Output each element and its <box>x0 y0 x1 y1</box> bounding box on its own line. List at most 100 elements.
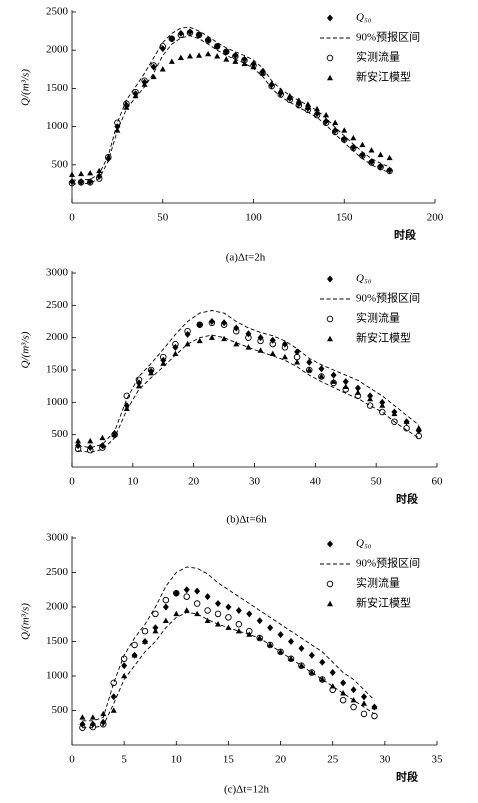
circle-point <box>208 319 216 327</box>
interval-line <box>82 566 375 722</box>
diamond-point <box>319 658 326 666</box>
legend-symbol <box>326 315 334 323</box>
y-tick-label: 500 <box>52 704 69 716</box>
circle-point <box>195 31 203 39</box>
y-tick-label: 2000 <box>46 601 69 613</box>
interval-line <box>78 334 419 453</box>
diamond-point <box>99 442 106 450</box>
triangle-point <box>327 74 333 81</box>
legend-label: 新安江模型 <box>356 70 411 84</box>
y-tick-label: 2000 <box>46 44 69 56</box>
triangle-point <box>232 58 239 64</box>
legend-label: Q₅₀ <box>356 12 372 24</box>
diamond-point <box>121 662 128 670</box>
triangle-point <box>177 54 184 61</box>
circle-point <box>120 655 128 663</box>
diamond-point <box>288 638 294 645</box>
triangle-point <box>281 353 288 360</box>
triangle-point <box>257 347 264 353</box>
triangle-point <box>308 669 315 675</box>
circle-point <box>183 593 190 600</box>
triangle-point <box>330 378 337 384</box>
diamond-point <box>298 644 305 652</box>
triangle-point <box>110 707 117 713</box>
x-tick-label: 50 <box>157 212 169 224</box>
triangle-point <box>131 652 138 658</box>
circle-point <box>204 37 212 44</box>
triangle-point <box>323 111 330 118</box>
triangle-point <box>225 624 232 630</box>
triangle-point <box>306 366 313 373</box>
diamond-point <box>367 392 374 400</box>
triangle-point <box>132 92 139 99</box>
triangle-point <box>205 50 212 57</box>
diamond-point <box>177 29 184 37</box>
circle-point <box>141 627 149 635</box>
triangle-point <box>150 73 157 80</box>
caption: (c)Δt=12h <box>224 784 270 796</box>
triangle-point <box>298 662 305 668</box>
diamond-point <box>196 321 203 329</box>
diamond-point <box>79 720 86 728</box>
circle-point <box>99 444 106 451</box>
x-tick-label: 0 <box>69 476 75 488</box>
x-tick-label: 100 <box>245 212 262 224</box>
triangle-point <box>123 104 130 110</box>
y-axis-label: Q/(m³/s) <box>20 69 32 106</box>
circle-point <box>232 327 240 335</box>
triangle-point <box>295 97 302 103</box>
diamond-point <box>215 600 221 608</box>
circle-point <box>326 54 334 62</box>
circle-point <box>360 710 368 718</box>
circle-point <box>225 614 232 621</box>
triangle-point <box>268 80 275 87</box>
x-tick-label: 0 <box>69 212 75 224</box>
triangle-point <box>208 334 215 340</box>
triangle-point <box>99 434 106 441</box>
circle-point <box>377 163 384 171</box>
circle-point <box>415 432 423 440</box>
diamond-point <box>162 603 169 611</box>
triangle-point <box>367 395 374 402</box>
triangle-point <box>183 607 190 613</box>
chart-panel: 500 1000 1500 2000 2500 3000 0 10 20 30 40 50 60 Q/(m… <box>20 267 443 526</box>
circle-point <box>379 408 386 416</box>
diamond-point <box>308 651 315 659</box>
legend-label: 90%预报区间 <box>356 556 420 570</box>
triangle-point <box>340 690 347 696</box>
diamond-point <box>173 589 180 597</box>
triangle-point <box>332 119 339 125</box>
legend-symbol <box>326 580 334 588</box>
circle-point <box>150 62 157 69</box>
triangle-point <box>111 431 118 437</box>
triangle-point <box>304 101 311 107</box>
circle-point <box>168 35 176 42</box>
diamond-point <box>340 679 347 687</box>
y-tick-label: 1500 <box>46 82 69 94</box>
triangle-point <box>250 63 257 70</box>
triangle-point <box>259 69 266 76</box>
triangle-point <box>123 405 130 411</box>
triangle-point <box>152 627 159 634</box>
triangle-point <box>87 170 94 176</box>
diamond-point <box>225 603 232 611</box>
triangle-point <box>204 617 211 623</box>
x-tick-label: 5 <box>121 754 127 766</box>
circle-point <box>257 337 264 345</box>
diamond-point <box>205 36 212 44</box>
legend-label: 90%预报区间 <box>356 30 420 44</box>
triangle-point <box>148 370 155 376</box>
diamond-point <box>329 669 336 677</box>
x-tick-label: 25 <box>327 754 339 766</box>
x-tick-label: 20 <box>275 754 287 766</box>
chart-panel: 500 1000 1500 2000 2500 0 50 100 150 200 Q/(m³/s) 时… <box>20 6 444 264</box>
triangle-point <box>215 621 221 627</box>
circle-point <box>366 402 374 409</box>
legend-label: Q₅₀ <box>356 273 372 285</box>
circle-point <box>331 128 339 136</box>
legend-label: 实测流量 <box>356 50 400 64</box>
diamond-point <box>150 63 157 71</box>
diamond-point <box>354 384 361 392</box>
circle-point <box>186 29 194 36</box>
